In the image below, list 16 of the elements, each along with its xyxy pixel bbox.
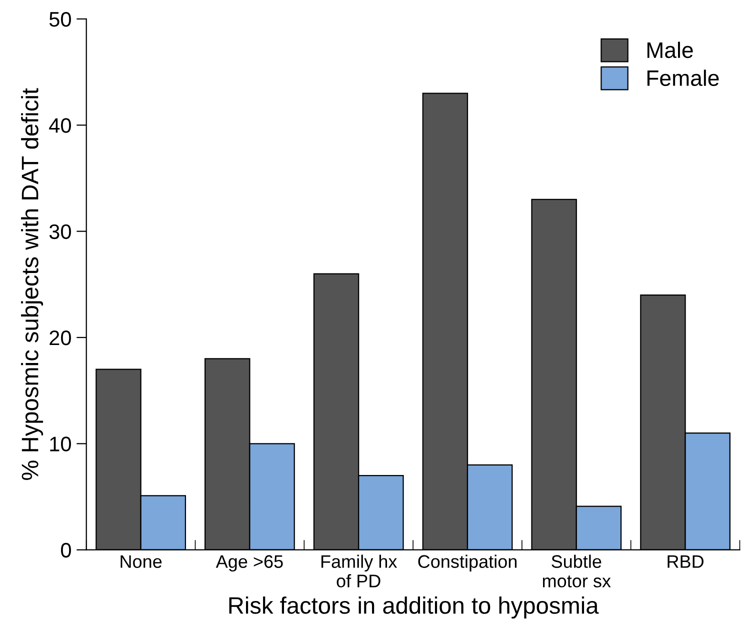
x-tick-label: None xyxy=(120,555,162,568)
y-tick-label: 10 xyxy=(50,436,71,452)
y-tick-label: 20 xyxy=(50,330,71,346)
x-tick-label: Family hx of PD xyxy=(321,554,398,588)
legend-label: Female xyxy=(647,70,719,86)
y-axis-title: % Hyposmic subjects with DAT deficit xyxy=(21,88,44,480)
x-tick-label: Age >65 xyxy=(216,555,283,572)
y-tick-label: 0 xyxy=(61,542,71,558)
x-tick-label: Subtle motor sx xyxy=(542,554,611,588)
y-tick-label: 40 xyxy=(49,118,71,133)
x-tick-label: RBD xyxy=(668,555,704,568)
legend-label: Male xyxy=(647,42,693,58)
x-tick-label: Constipation xyxy=(418,554,517,572)
y-tick-label: 30 xyxy=(49,224,71,240)
y-tick-label: 50 xyxy=(49,12,71,27)
x-axis-title: Risk factors in addition to hyposmia xyxy=(229,596,599,619)
